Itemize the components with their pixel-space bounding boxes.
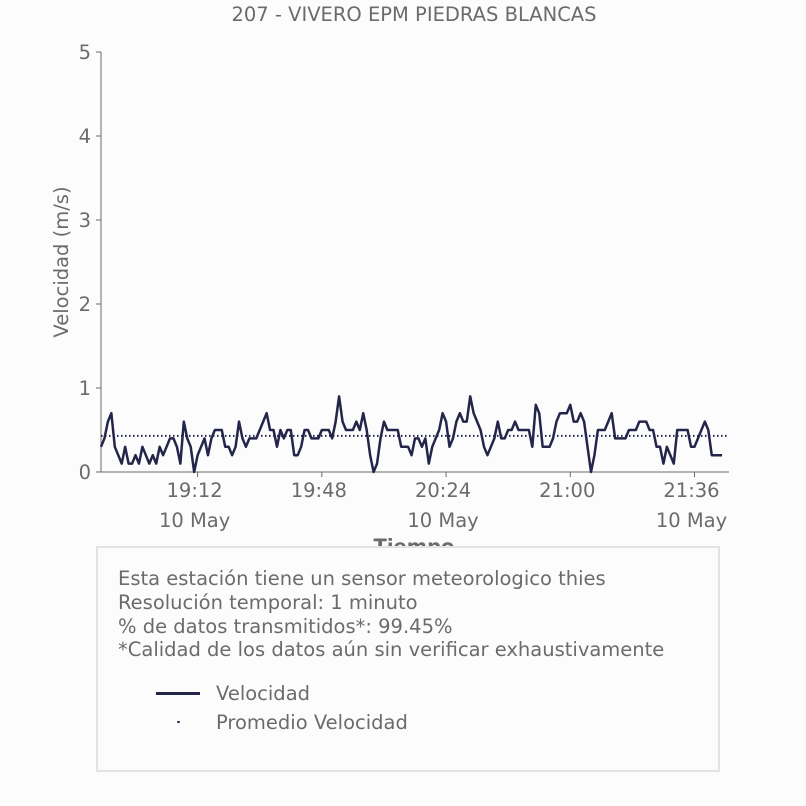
x-tick-label: 20:24 xyxy=(415,479,471,502)
y-axis-label: Velocidad (m/s) xyxy=(50,186,73,337)
info-data-transmitted: % de datos transmitidos*: 99.45% xyxy=(118,615,453,638)
x-tick-label: 21:36 xyxy=(663,479,719,502)
x-tick-date-label: 10 May xyxy=(656,509,727,532)
y-tick-label: 0 xyxy=(79,461,91,484)
y-tick-label: 3 xyxy=(79,209,91,232)
legend-item-promedio: Promedio Velocidad xyxy=(156,710,408,734)
axes xyxy=(100,52,729,473)
legend-label-velocidad: Velocidad xyxy=(216,681,311,705)
x-tick-date-label: 10 May xyxy=(159,509,230,532)
info-resolution: Resolución temporal: 1 minuto xyxy=(118,591,418,614)
info-quality-note: *Calidad de los datos aún sin verificar … xyxy=(118,638,665,661)
ticks: 0 1 2 3 4 5 19:12 10 May 19:48 20:24 10 May 21:00 21… xyxy=(79,41,728,532)
x-tick-label: 19:48 xyxy=(291,479,347,502)
legend-label-promedio: Promedio Velocidad xyxy=(216,710,408,734)
x-tick-label: 19:12 xyxy=(167,479,223,502)
legend-dot-swatch xyxy=(156,720,200,724)
y-tick-label: 5 xyxy=(79,41,91,64)
legend-line-swatch xyxy=(156,691,200,695)
series-velocidad-line xyxy=(99,395,723,474)
y-tick-label: 2 xyxy=(79,293,91,316)
x-tick-date-label: 10 May xyxy=(407,509,478,532)
x-tick-label: 21:00 xyxy=(539,479,595,502)
chart-title: 207 - VIVERO EPM PIEDRAS BLANCAS xyxy=(231,3,596,26)
info-box: Esta estación tiene un sensor meteorolog… xyxy=(96,546,720,772)
info-station-sensor: Esta estación tiene un sensor meteorolog… xyxy=(118,567,606,590)
y-tick-label: 4 xyxy=(79,125,91,148)
legend-item-velocidad: Velocidad xyxy=(156,681,310,705)
series-layer xyxy=(99,395,729,474)
y-tick-label: 1 xyxy=(79,377,91,400)
